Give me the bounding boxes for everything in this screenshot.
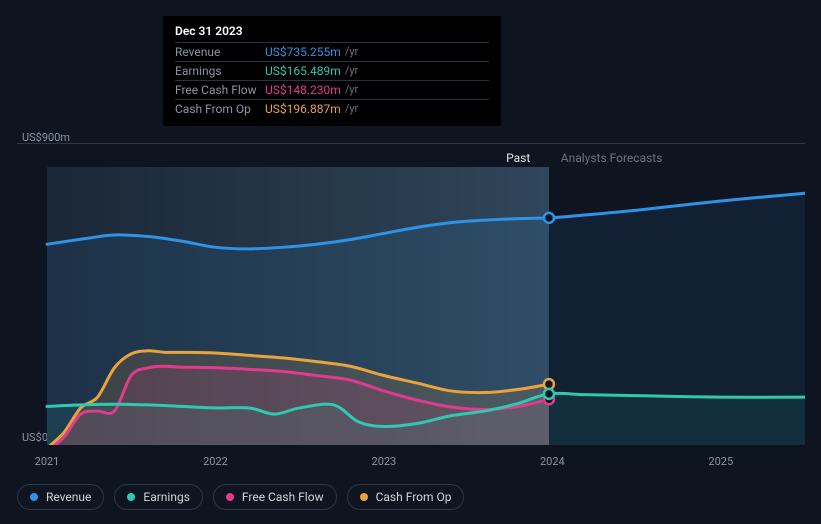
tooltip-row: Free Cash FlowUS$148.230m/yr: [175, 80, 489, 99]
legend-item-revenue[interactable]: Revenue: [17, 484, 104, 510]
xaxis-tick: 2025: [708, 455, 733, 468]
forecast-section-label: Analysts Forecasts: [561, 151, 663, 165]
tooltip-metric-value: US$735.255m: [265, 43, 341, 61]
tooltip-unit: /yr: [345, 81, 358, 99]
tooltip-metric-value: US$196.887m: [265, 100, 341, 118]
legend-label: Revenue: [46, 490, 91, 504]
tooltip-metric-label: Earnings: [175, 62, 265, 80]
tooltip-metric-value: US$148.230m: [265, 81, 341, 99]
xaxis-tick: 2024: [540, 455, 565, 468]
xaxis-tick: 2023: [372, 455, 397, 468]
tooltip-metric-value: US$165.489m: [265, 62, 341, 80]
legend-label: Earnings: [143, 490, 190, 504]
tooltip-date: Dec 31 2023: [175, 24, 489, 38]
earnings-revenue-chart[interactable]: Past Analysts Forecasts: [17, 143, 805, 445]
tooltip-row: EarningsUS$165.489m/yr: [175, 61, 489, 80]
tooltip-metric-label: Cash From Op: [175, 100, 265, 118]
legend-item-earnings[interactable]: Earnings: [114, 484, 203, 510]
legend-item-cash-from-op[interactable]: Cash From Op: [347, 484, 465, 510]
xaxis-tick: 2022: [203, 455, 228, 468]
legend-dot: [127, 493, 135, 501]
chart-legend: Revenue Earnings Free Cash Flow Cash From O…: [17, 484, 464, 510]
legend-item-free-cash-flow[interactable]: Free Cash Flow: [213, 484, 337, 510]
tooltip-row: RevenueUS$735.255m/yr: [175, 42, 489, 61]
chart-tooltip: Dec 31 2023 RevenueUS$735.255m/yrEarning…: [163, 16, 501, 126]
tooltip-unit: /yr: [345, 62, 358, 80]
tooltip-metric-label: Free Cash Flow: [175, 81, 265, 99]
tooltip-row: Cash From OpUS$196.887m/yr: [175, 99, 489, 118]
tooltip-unit: /yr: [345, 100, 358, 118]
legend-dot: [30, 493, 38, 501]
legend-label: Cash From Op: [376, 490, 452, 504]
legend-dot: [226, 493, 234, 501]
past-section-label: Past: [506, 151, 530, 165]
legend-label: Free Cash Flow: [242, 490, 324, 504]
tooltip-metric-label: Revenue: [175, 43, 265, 61]
legend-dot: [360, 493, 368, 501]
xaxis-tick: 2021: [35, 455, 60, 468]
tooltip-unit: /yr: [345, 43, 358, 61]
